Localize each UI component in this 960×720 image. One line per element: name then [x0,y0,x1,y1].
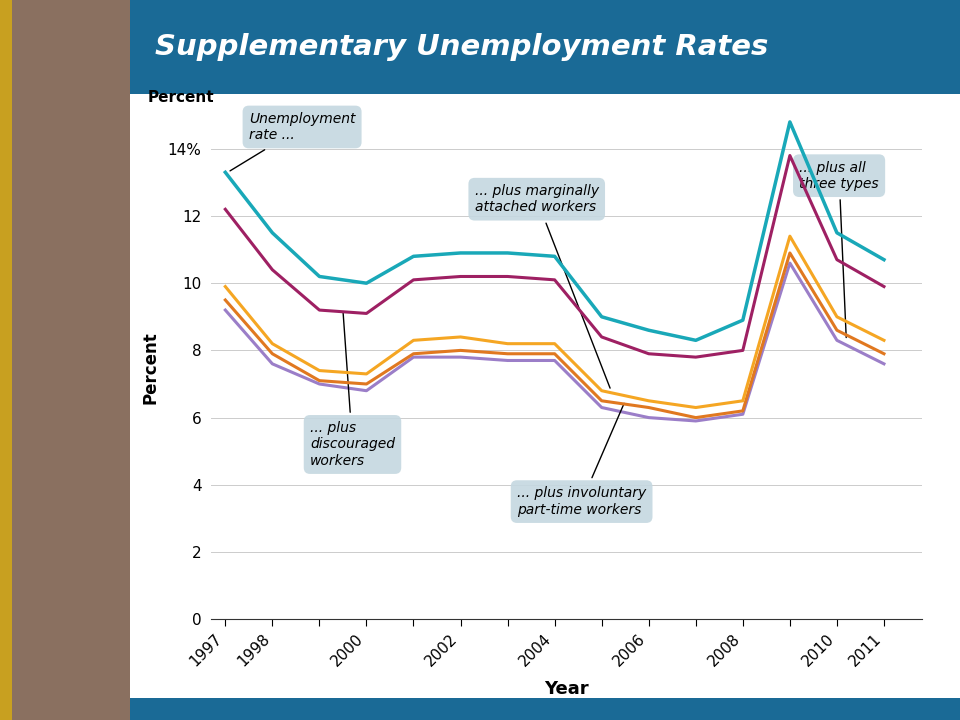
Y-axis label: Percent: Percent [141,330,159,404]
X-axis label: Year: Year [544,680,588,698]
Text: ... plus involuntary
part-time workers: ... plus involuntary part-time workers [517,403,646,517]
Text: Unemployment
rate ...: Unemployment rate ... [230,112,355,171]
Text: ... plus marginally
attached workers: ... plus marginally attached workers [474,184,611,388]
Text: Percent: Percent [147,90,214,105]
Text: Supplementary Unemployment Rates: Supplementary Unemployment Rates [155,33,768,60]
Text: ... plus
discouraged
workers: ... plus discouraged workers [310,313,395,468]
Text: ... plus all
three types: ... plus all three types [800,161,879,338]
